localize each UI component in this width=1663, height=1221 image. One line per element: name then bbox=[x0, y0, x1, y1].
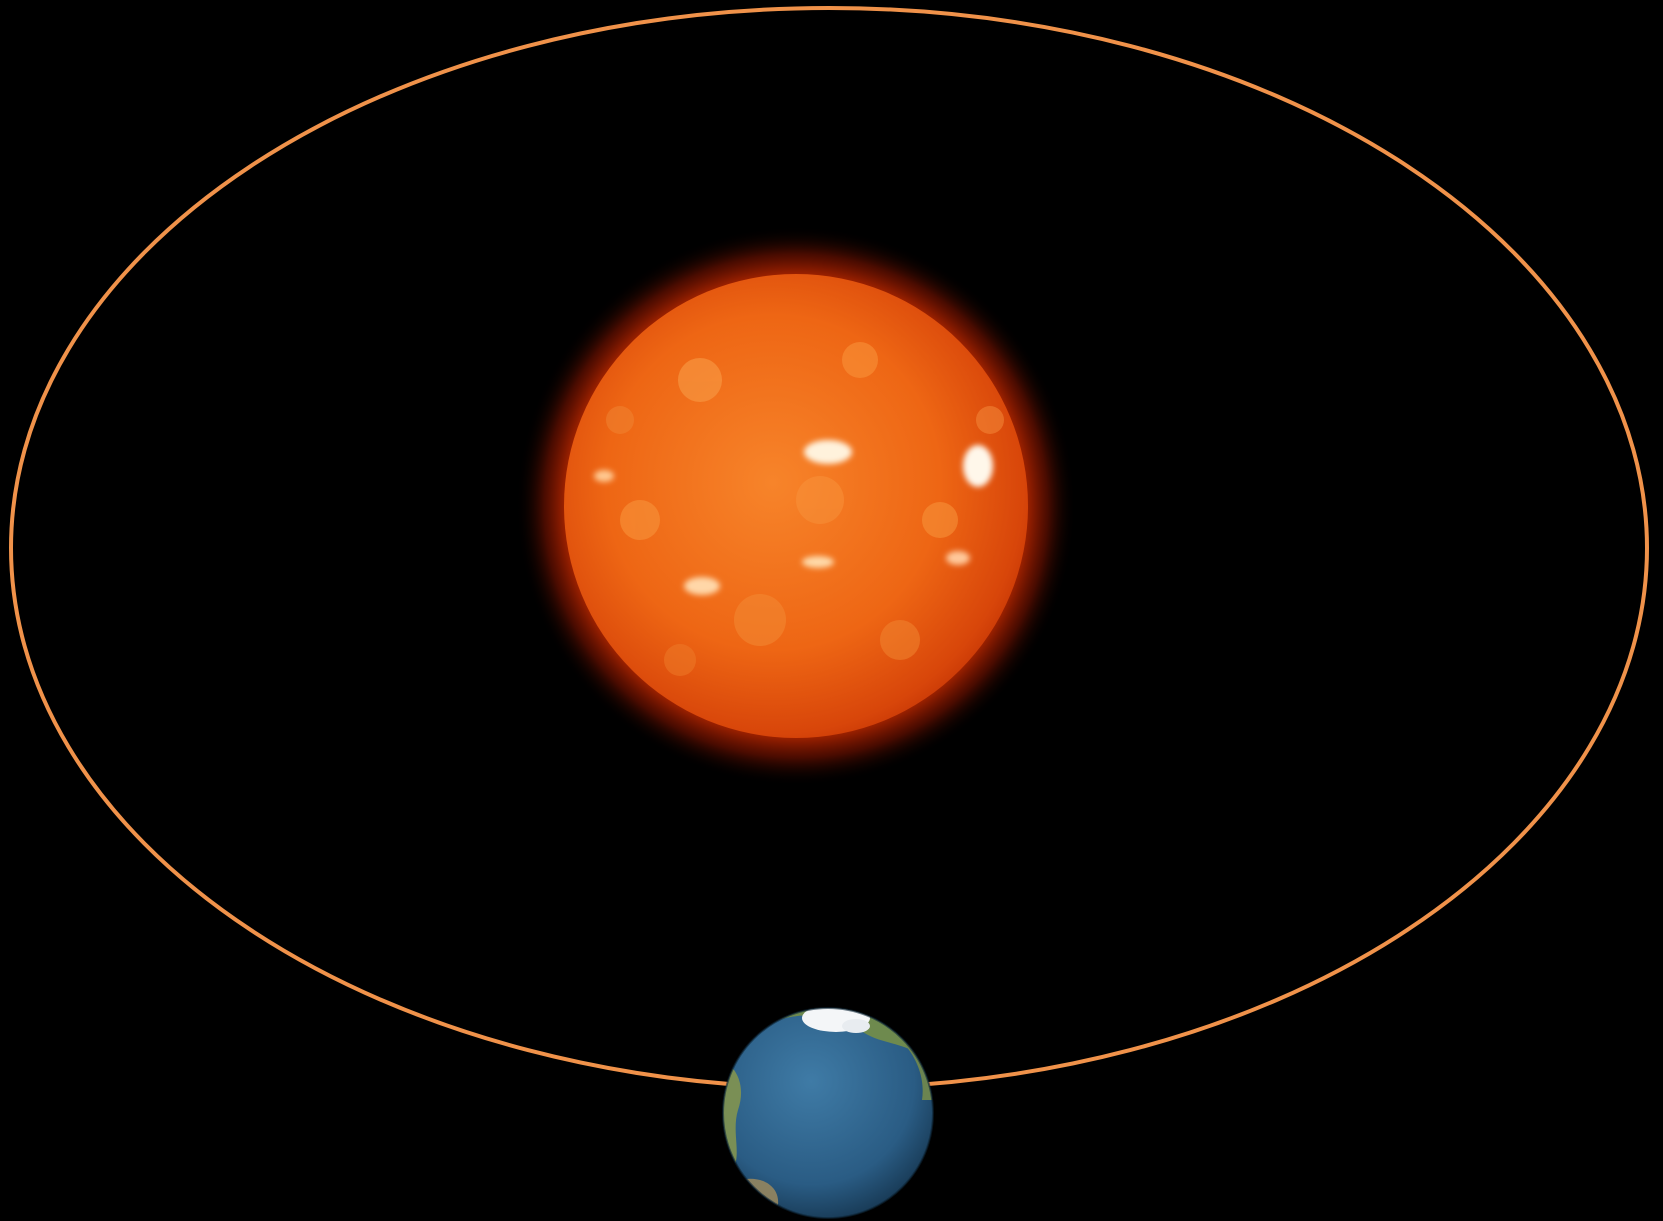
earth bbox=[722, 1007, 934, 1219]
sun-disk bbox=[564, 274, 1028, 738]
sun-active-regions bbox=[594, 440, 993, 595]
sun bbox=[516, 226, 1076, 786]
active-region bbox=[963, 445, 993, 487]
sun-surface-texture bbox=[606, 342, 1004, 676]
active-region bbox=[804, 440, 852, 464]
active-region bbox=[802, 556, 834, 568]
active-region bbox=[684, 577, 720, 595]
active-region bbox=[594, 470, 614, 482]
earth-ocean bbox=[723, 1008, 933, 1218]
active-region bbox=[946, 551, 970, 565]
